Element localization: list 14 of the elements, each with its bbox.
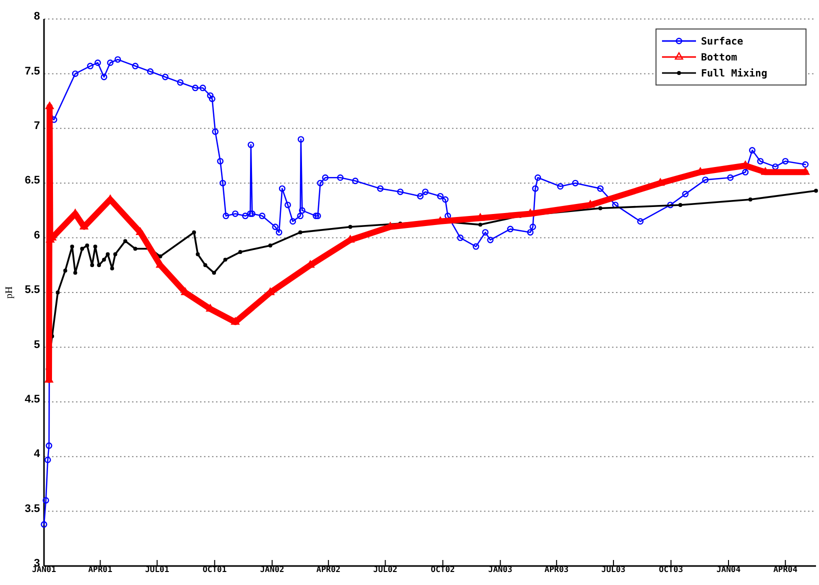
y-tick-label: 4.5 [24, 393, 40, 406]
y-tick-label: 6.5 [24, 174, 40, 187]
y-tick-label: 5 [34, 338, 40, 351]
y-tick-label: 8 [34, 10, 40, 23]
y-tick-label: 6 [34, 229, 40, 242]
y-tick-label: 7 [34, 120, 40, 132]
y-tick-label: 7.5 [24, 65, 40, 78]
y-tick-label: 3.5 [24, 502, 40, 515]
legend-label: Surface [701, 36, 744, 48]
legend-label: Bottom [701, 52, 738, 64]
y-axis-title: pH [4, 286, 15, 299]
y-tick-label: 4 [34, 448, 41, 460]
y-tick-label: 5.5 [24, 284, 40, 296]
legend-label: Full Mixing [701, 68, 768, 80]
